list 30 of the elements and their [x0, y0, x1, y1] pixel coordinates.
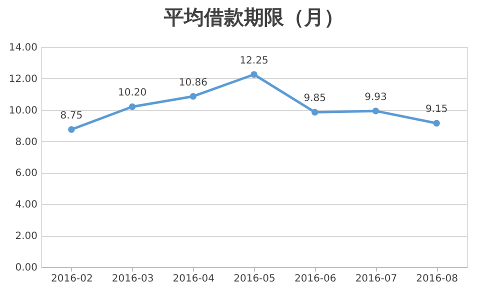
y-tick-label: 0.00 — [15, 262, 38, 274]
x-tick-label: 2016-02 — [51, 274, 93, 284]
point — [312, 108, 318, 116]
text: 8.75 — [60, 110, 83, 122]
text: 9.15 — [425, 104, 448, 116]
text: 12.25 — [240, 56, 268, 66]
y-tick-label: 4.00 — [15, 200, 38, 211]
point — [68, 126, 75, 133]
text: 10.20 — [118, 88, 147, 99]
point — [128, 103, 136, 110]
point — [372, 108, 380, 114]
text: 9.93 — [364, 92, 387, 103]
x-tick-label: 2016-06 — [294, 274, 336, 284]
chart-title: 平均借款期限（月） — [163, 5, 344, 29]
y-tick-label: 6.00 — [15, 168, 38, 180]
y-tick-label: 8.00 — [15, 136, 38, 148]
x-tick-label: 2016-05 — [234, 274, 276, 284]
y-tick-label: 10.00 — [8, 105, 38, 116]
x-tick-label: 2016-08 — [416, 274, 458, 284]
text: 10.86 — [178, 77, 208, 88]
x-tick-label: 2016-07 — [355, 274, 398, 284]
y-tick-label: 14.00 — [8, 42, 38, 54]
text: 9.85 — [304, 93, 326, 104]
point — [190, 92, 196, 100]
y-tick-label: 12.00 — [8, 74, 38, 85]
point — [433, 120, 440, 127]
point — [250, 71, 258, 78]
x-tick-label: 2016-04 — [172, 274, 215, 284]
x-tick-label: 2016-03 — [112, 274, 154, 284]
y-tick-label: 2.00 — [15, 231, 38, 242]
